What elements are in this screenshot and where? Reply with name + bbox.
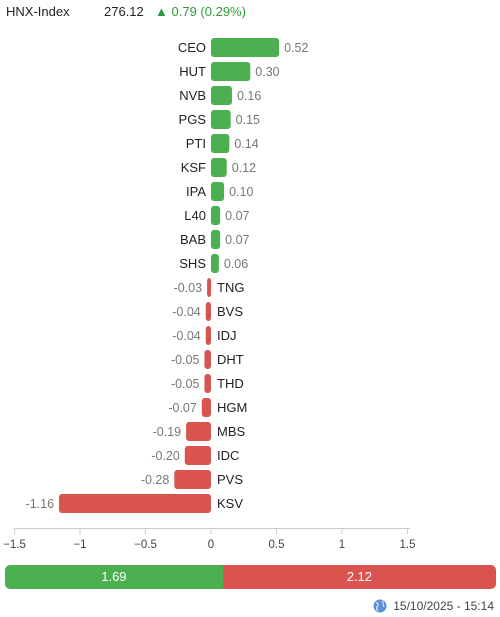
bar-ksf: [211, 158, 227, 177]
bar-l40: [211, 206, 221, 225]
x-tick-label: 0: [208, 539, 214, 551]
bar-ipa: [211, 182, 225, 201]
x-tick-label: 1.5: [400, 539, 416, 551]
advance-decline-summary-bar: 1.69 2.12: [5, 565, 496, 589]
value-label-ksf: 0.12: [232, 161, 256, 175]
bar-idc: [184, 446, 211, 465]
summary-down-segment: 2.12: [222, 565, 496, 589]
value-label-mbs: -0.19: [153, 425, 182, 439]
value-label-pti: 0.14: [234, 137, 258, 151]
value-label-l40: 0.07: [225, 209, 249, 223]
category-label-bab: BAB: [180, 232, 206, 247]
bar-bab: [211, 230, 221, 249]
category-label-ksv: KSV: [217, 496, 243, 511]
value-label-dht: -0.05: [171, 353, 200, 367]
value-label-idc: -0.20: [151, 449, 180, 463]
bar-tng: [207, 278, 212, 297]
category-label-tng: TNG: [217, 280, 244, 295]
x-tick-label: −1: [73, 539, 86, 551]
category-label-ksf: KSF: [181, 160, 206, 175]
value-label-hut: 0.30: [255, 65, 279, 79]
category-label-bvs: BVS: [217, 304, 243, 319]
value-label-idj: -0.04: [172, 329, 201, 343]
up-arrow-icon: ▲: [155, 4, 168, 19]
value-label-bab: 0.07: [225, 233, 249, 247]
category-label-l40: L40: [184, 208, 206, 223]
bar-pvs: [174, 470, 211, 489]
x-tick-label: 1: [339, 539, 345, 551]
category-label-mbs: MBS: [217, 424, 246, 439]
value-label-shs: 0.06: [224, 257, 248, 271]
value-label-ksv: -1.16: [26, 497, 55, 511]
x-tick-label: −1.5: [3, 539, 26, 551]
category-label-shs: SHS: [179, 256, 206, 271]
category-label-ipa: IPA: [186, 184, 206, 199]
category-label-nvb: NVB: [179, 88, 206, 103]
x-tick-label: −0.5: [134, 539, 157, 551]
bar-pti: [211, 134, 230, 153]
category-label-pvs: PVS: [217, 472, 243, 487]
bar-dht: [204, 350, 211, 369]
update-timestamp: 15/10/2025 - 15:14: [393, 599, 494, 613]
value-label-nvb: 0.16: [237, 89, 261, 103]
category-label-hut: HUT: [179, 64, 206, 79]
bar-mbs: [186, 422, 211, 441]
category-label-pgs: PGS: [179, 112, 207, 127]
category-label-hgm: HGM: [217, 400, 247, 415]
summary-up-segment: 1.69: [5, 565, 223, 589]
value-label-hgm: -0.07: [168, 401, 197, 415]
x-tick-label: 0.5: [269, 539, 285, 551]
contribution-bar-chart: CEO 0.52 HUT 0.30 NVB 0.16 PGS 0.15 PTI 0.14 KSF 0.…: [3, 38, 416, 551]
bar-bvs: [205, 302, 211, 321]
bar-hgm: [201, 398, 211, 417]
value-label-pgs: 0.15: [236, 113, 260, 127]
index-change-value: 0.79 (0.29%): [171, 4, 246, 19]
bar-ksv: [59, 494, 211, 513]
category-label-thd: THD: [217, 376, 244, 391]
category-label-idj: IDJ: [217, 328, 237, 343]
bar-shs: [211, 254, 219, 273]
bar-nvb: [211, 86, 232, 105]
bar-idj: [205, 326, 211, 345]
value-label-pvs: -0.28: [141, 473, 170, 487]
bar-pgs: [211, 110, 231, 129]
value-label-ipa: 0.10: [229, 185, 253, 199]
category-label-dht: DHT: [217, 352, 244, 367]
category-label-idc: IDC: [217, 448, 239, 463]
globe-icon: [373, 599, 387, 613]
value-label-thd: -0.05: [171, 377, 200, 391]
category-label-ceo: CEO: [178, 40, 206, 55]
value-label-ceo: 0.52: [284, 41, 308, 55]
bar-thd: [204, 374, 211, 393]
index-price: 276.12: [104, 4, 144, 19]
update-footer: 15/10/2025 - 15:14: [373, 599, 494, 613]
index-change: ▲ 0.79 (0.29%): [155, 4, 246, 19]
value-label-bvs: -0.04: [172, 305, 201, 319]
value-label-tng: -0.03: [174, 281, 203, 295]
category-label-pti: PTI: [186, 136, 206, 151]
index-name: HNX-Index: [6, 4, 70, 19]
bar-ceo: [211, 38, 280, 57]
bar-hut: [211, 62, 251, 81]
